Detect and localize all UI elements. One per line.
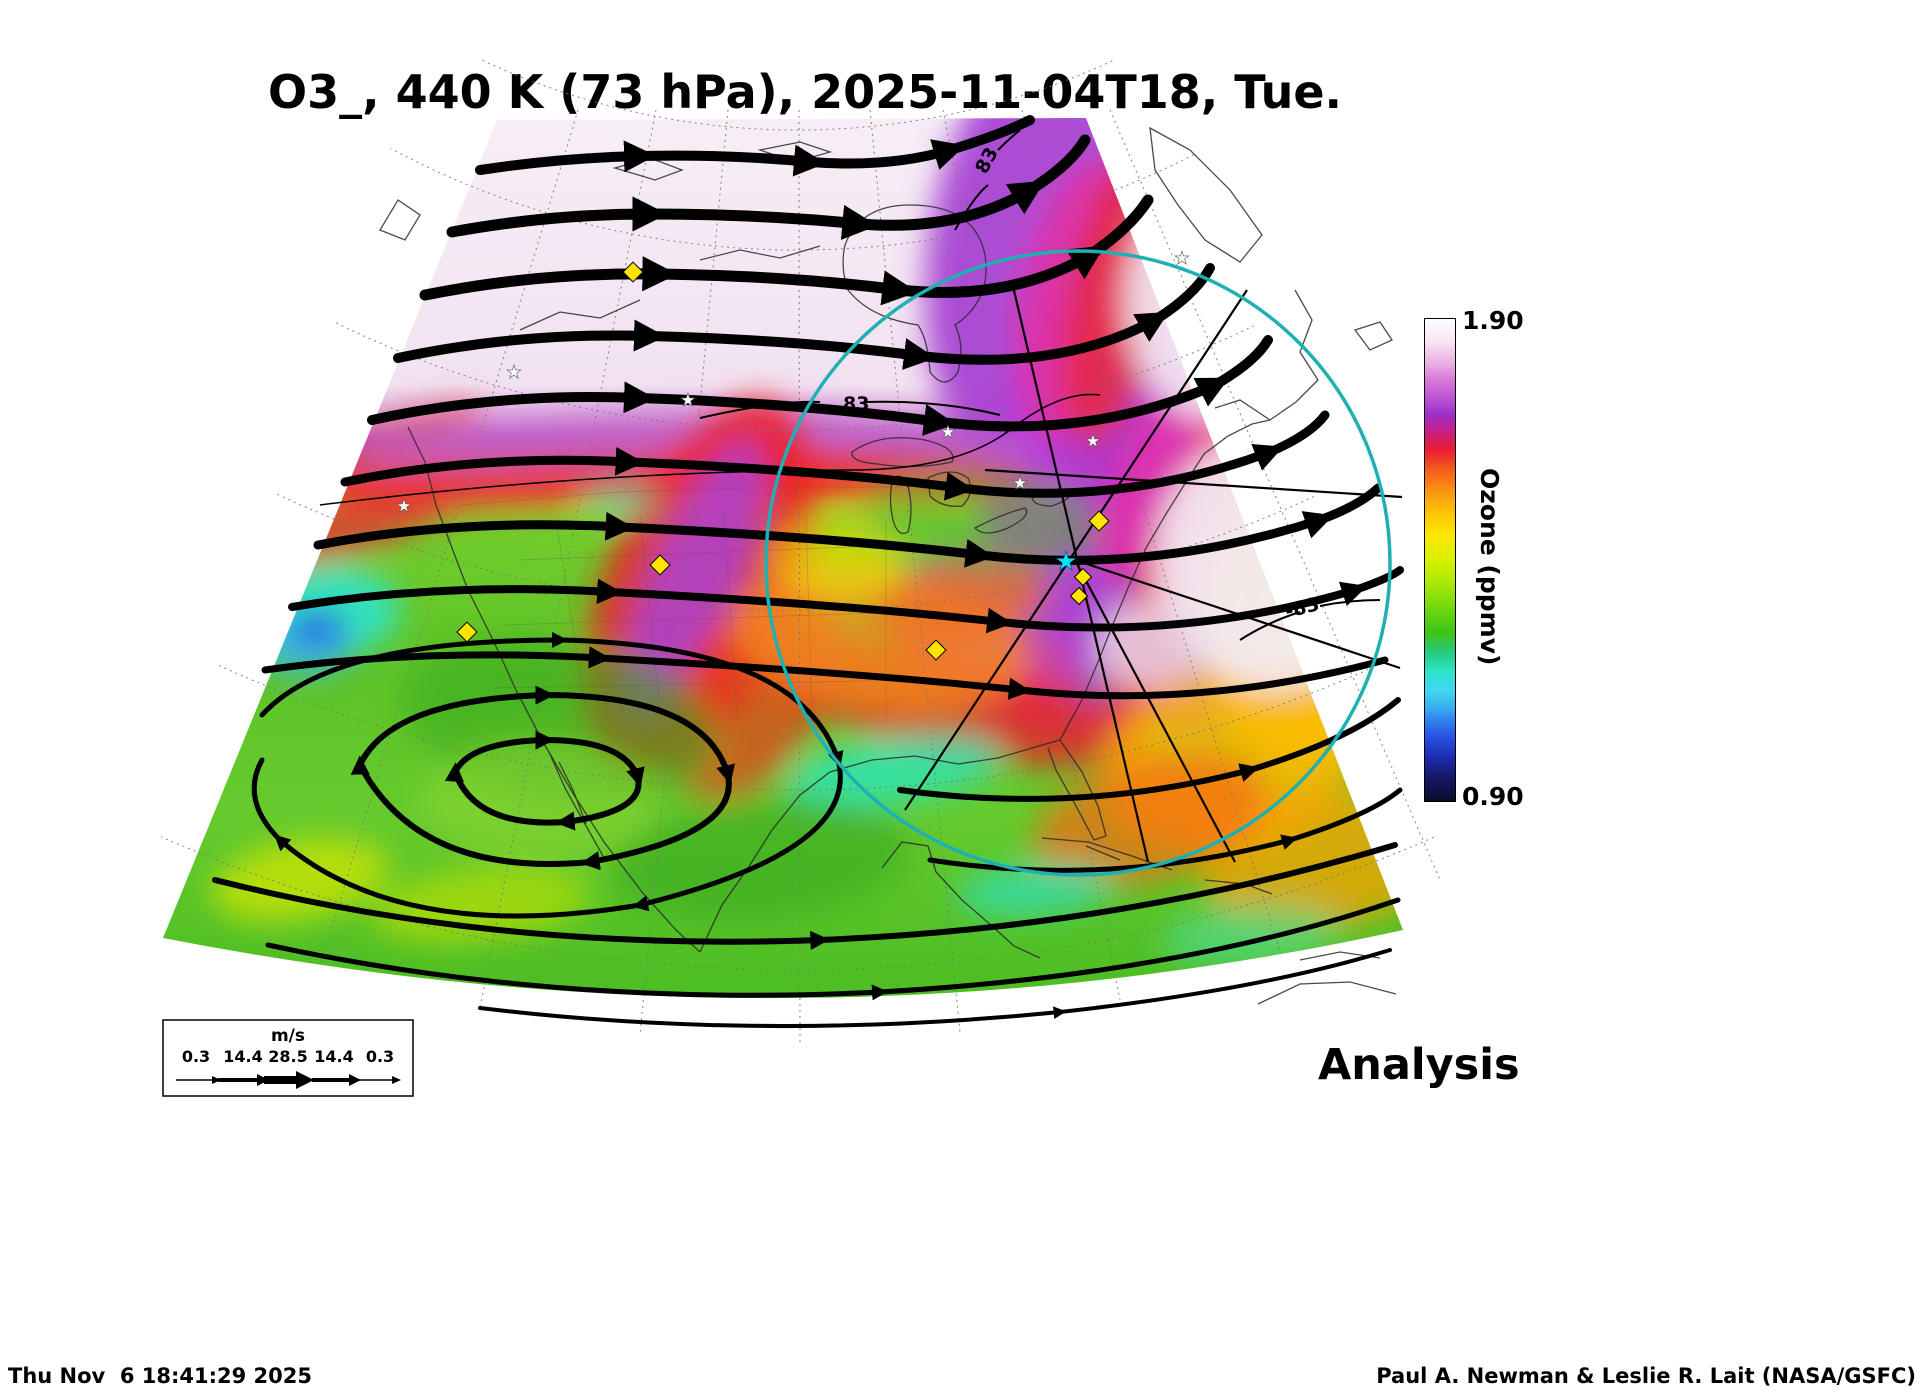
svg-text:★: ★ (396, 496, 412, 517)
svg-text:★: ★ (680, 390, 696, 411)
colorbar-axis-label: Ozone (ppmv) (1475, 468, 1504, 666)
svg-text:★: ★ (1174, 248, 1190, 269)
colorbar-min-label: 0.90 (1462, 782, 1524, 811)
station-diamond-markers (456, 261, 1110, 661)
wind-scale-arrow (176, 1071, 401, 1089)
wind-legend-value: 28.5 (268, 1047, 307, 1066)
product-label: Analysis (1318, 1040, 1520, 1090)
credit-text: Paul A. Newman & Leslie R. Lait (NASA/GS… (1376, 1364, 1916, 1388)
svg-text:★: ★ (1085, 431, 1101, 452)
ozone-colorbar (1424, 318, 1456, 802)
wind-streamlines (212, 115, 1404, 1029)
page-title: O3_, 440 K (73 hPa), 2025-11-04T18, Tue. (268, 64, 1342, 119)
range-circle (764, 249, 1392, 877)
special-star-marker: ★ (1054, 547, 1077, 577)
wind-legend-units: m/s (271, 1026, 305, 1046)
city-star-markers: ★ ★ ★ ★ ★ ★ ★ (396, 248, 1191, 518)
svg-text:★: ★ (506, 362, 522, 383)
colorbar-max-label: 1.90 (1462, 306, 1524, 335)
generation-timestamp: Thu Nov 6 18:41:29 2025 (8, 1364, 312, 1388)
wind-legend-value: 14.4 (223, 1047, 262, 1066)
wind-legend-value: 14.4 (314, 1047, 353, 1066)
svg-text:★: ★ (1012, 473, 1028, 494)
wind-legend-value: 0.3 (182, 1047, 210, 1066)
wind-legend-value: 0.3 (366, 1047, 394, 1066)
svg-text:★: ★ (940, 422, 956, 443)
wind-speed-legend: m/s 0.3 14.4 28.5 14.4 0.3 (162, 1019, 414, 1097)
